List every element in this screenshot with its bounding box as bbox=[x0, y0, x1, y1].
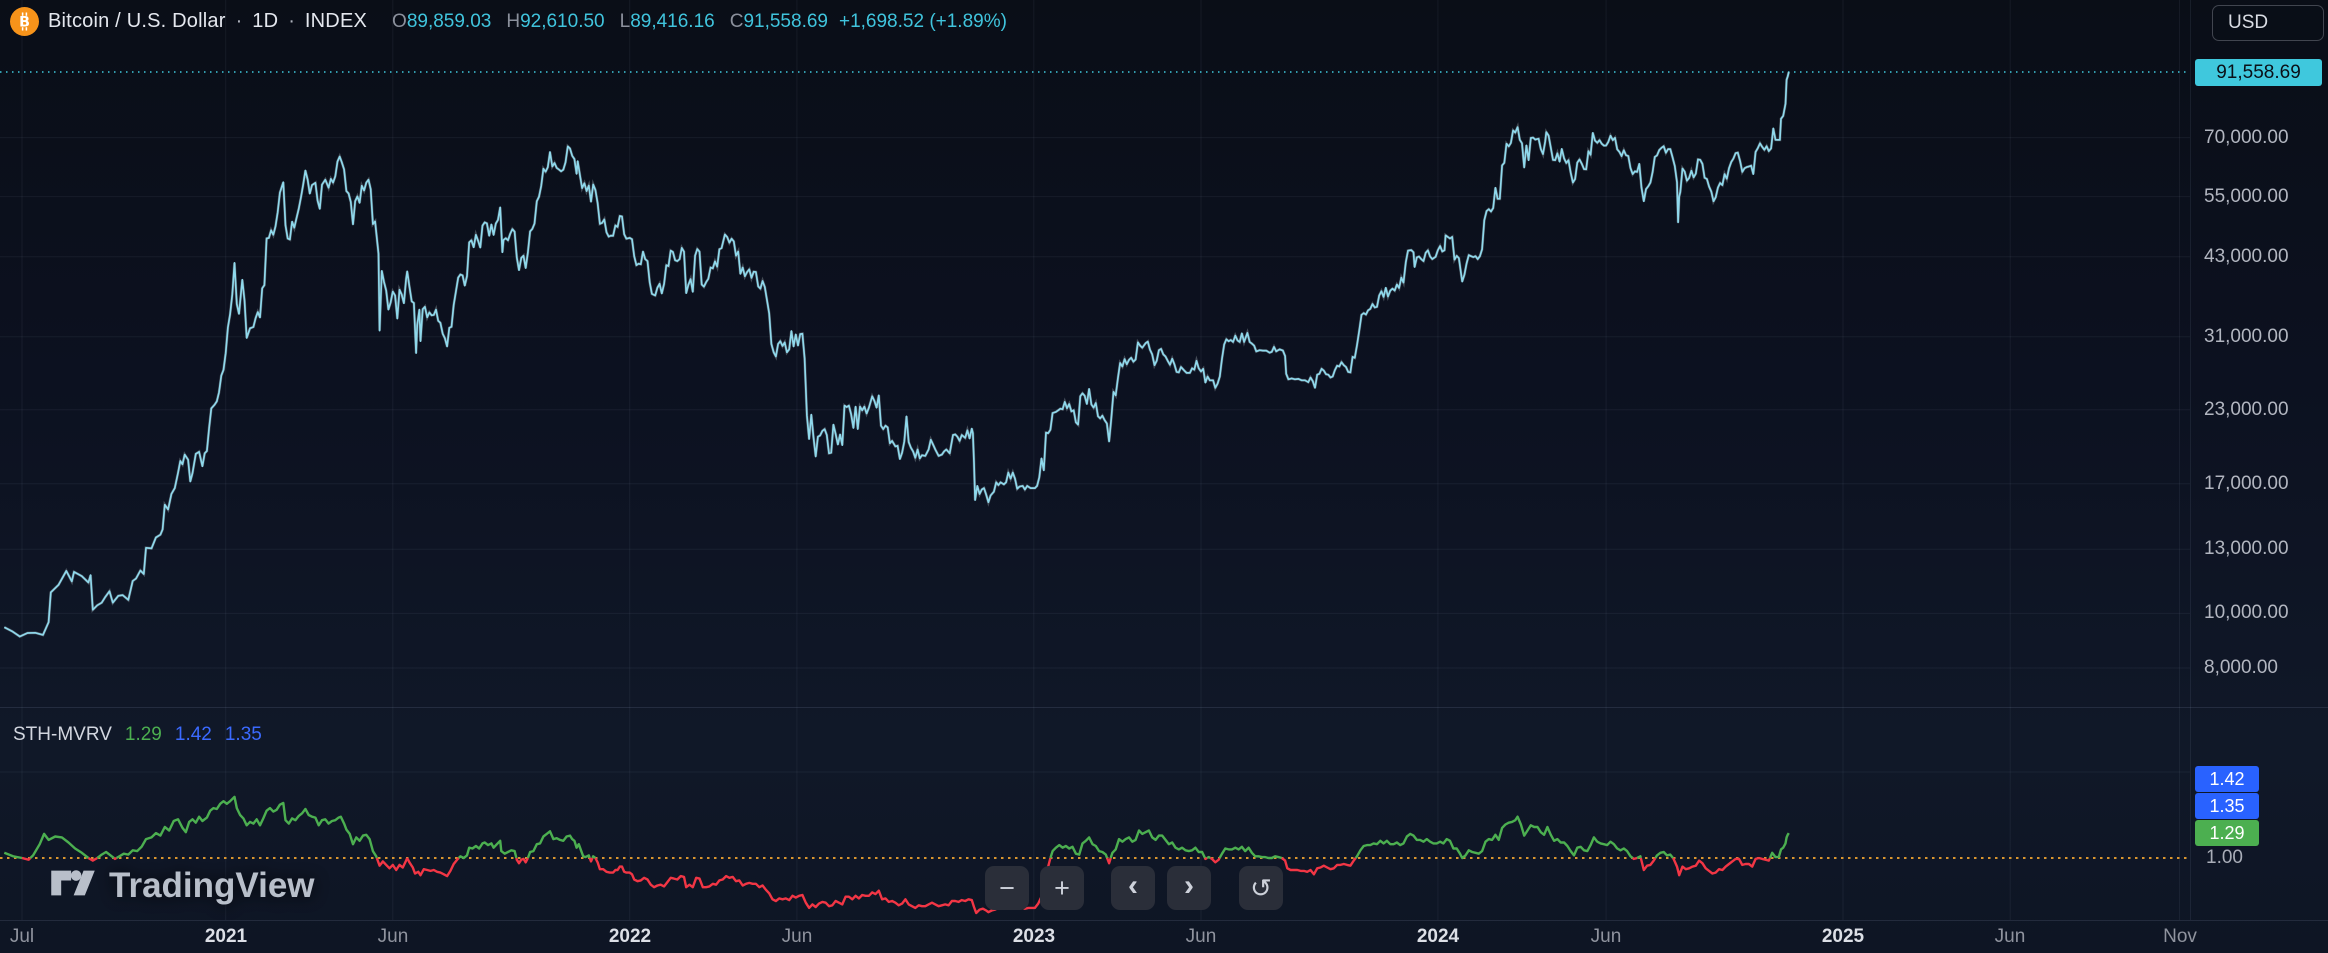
scroll-right-icon: › bbox=[1184, 869, 1194, 902]
time-axis-label[interactable]: Jun bbox=[1590, 926, 1622, 947]
price-axis-label[interactable]: 10,000.00 bbox=[2204, 602, 2289, 623]
indicator-name[interactable]: STH-MVRV bbox=[13, 724, 112, 745]
separator-dot: · bbox=[288, 10, 295, 32]
symbol-legend[interactable]: B Bitcoin / U.S. Dollar · 1D · INDEX O89… bbox=[10, 7, 1007, 36]
price-axis-label[interactable]: 70,000.00 bbox=[2204, 127, 2289, 148]
last-price-badge: 91,558.69 bbox=[2195, 59, 2322, 86]
currency-unit-button[interactable]: USD bbox=[2212, 5, 2324, 41]
time-axis-label[interactable]: 2024 bbox=[1416, 926, 1460, 947]
scroll-right-button[interactable]: › bbox=[1167, 866, 1211, 910]
mvrv-line-below-1 bbox=[515, 857, 529, 865]
mvrv-line-above-1 bbox=[115, 795, 378, 860]
mvrv-line-above-1 bbox=[1354, 815, 1634, 860]
mvrv-line-below-1 bbox=[1639, 857, 1657, 872]
mvrv-line-below-1 bbox=[1758, 856, 1772, 862]
scroll-left-button[interactable]: ‹ bbox=[1111, 866, 1155, 910]
mvrv-line-below-1 bbox=[1209, 856, 1221, 864]
indicator-value-current: 1.29 bbox=[124, 724, 162, 745]
mvrv-line-above-1 bbox=[1206, 855, 1211, 860]
ohlc-values: O89,859.03 H92,610.50 L89,416.16 C91,558… bbox=[392, 11, 828, 33]
time-axis-label[interactable]: 2023 bbox=[1012, 926, 1056, 947]
price-line bbox=[3, 71, 1790, 638]
time-axis-label[interactable]: Jun bbox=[1185, 926, 1217, 947]
mvrv-line-above-1 bbox=[457, 839, 518, 860]
tradingview-watermark: TradingView bbox=[50, 862, 315, 909]
svg-text:B: B bbox=[19, 15, 30, 31]
price-axis-label[interactable]: 8,000.00 bbox=[2204, 657, 2278, 678]
mvrv-line-below-1 bbox=[588, 857, 594, 863]
zoom-in-icon: + bbox=[1054, 872, 1070, 903]
mvrv-line-below-1 bbox=[21, 856, 32, 861]
time-axis-label[interactable]: Jul bbox=[9, 926, 35, 947]
indicator-legend[interactable]: STH-MVRV 1.29 1.42 1.35 bbox=[13, 724, 262, 746]
separator-dot: · bbox=[235, 10, 243, 32]
indicator-value-badge: 1.42 bbox=[2195, 766, 2259, 792]
time-axis-label[interactable]: 2022 bbox=[608, 926, 652, 947]
tradingview-watermark-text: TradingView bbox=[109, 865, 315, 905]
indicator-value-badge: 1.35 bbox=[2195, 793, 2259, 819]
symbol-interval[interactable]: 1D bbox=[252, 10, 279, 32]
mvrv-line-below-1 bbox=[1631, 856, 1638, 861]
zoom-out-button[interactable]: − bbox=[985, 866, 1029, 910]
low-value: L89,416.16 bbox=[619, 10, 715, 32]
indicator-value-band-lower: 1.35 bbox=[224, 724, 262, 745]
mvrv-line-above-1 bbox=[526, 830, 591, 859]
mvrv-line-below-1 bbox=[1203, 856, 1208, 861]
high-value: H92,610.50 bbox=[506, 10, 605, 32]
indicator-value-badge: 1.29 bbox=[2195, 820, 2259, 846]
time-axis-label[interactable]: Jun bbox=[377, 926, 409, 947]
zoom-in-button[interactable]: + bbox=[1040, 866, 1084, 910]
reset-chart-icon: ↺ bbox=[1250, 873, 1272, 903]
price-axis-label[interactable]: 55,000.00 bbox=[2204, 186, 2289, 207]
bitcoin-icon: B bbox=[10, 7, 39, 36]
price-line-glow bbox=[3, 71, 1791, 639]
indicator-level-label[interactable]: 1.00 bbox=[2206, 847, 2243, 868]
change-value: +1,698.52 (+1.89%) bbox=[838, 10, 1007, 32]
close-value: C91,558.69 bbox=[729, 10, 828, 32]
time-axis-label[interactable]: Nov bbox=[2163, 926, 2197, 947]
price-axis-label[interactable]: 17,000.00 bbox=[2204, 473, 2289, 494]
open-value: O89,859.03 bbox=[392, 10, 492, 32]
mvrv-line-above-1 bbox=[1636, 855, 1642, 860]
mvrv-line-below-1 bbox=[1105, 857, 1112, 865]
mvrv-line-below-1 bbox=[406, 857, 460, 878]
mvrv-line-above-1 bbox=[29, 832, 90, 859]
price-axis-label[interactable]: 43,000.00 bbox=[2204, 246, 2289, 267]
time-axis-label[interactable]: 2025 bbox=[1821, 926, 1865, 947]
mvrv-line-above-1 bbox=[1768, 832, 1790, 859]
price-axis-label[interactable]: 13,000.00 bbox=[2204, 538, 2289, 559]
symbol-market: INDEX bbox=[304, 10, 368, 32]
mvrv-line-above-1 bbox=[96, 850, 115, 859]
reset-chart-button[interactable]: ↺ bbox=[1239, 866, 1283, 910]
mvrv-line-above-1 bbox=[1654, 850, 1674, 859]
time-axis-label[interactable]: 2021 bbox=[204, 926, 248, 947]
scroll-left-icon: ‹ bbox=[1128, 869, 1138, 902]
mvrv-line-above-1 bbox=[1218, 845, 1283, 860]
mvrv-line-below-1 bbox=[375, 857, 409, 872]
tradingview-logo-icon bbox=[50, 862, 96, 909]
price-axis-label[interactable]: 31,000.00 bbox=[2204, 326, 2289, 347]
mvrv-line-above-1 bbox=[3, 851, 23, 860]
mvrv-line-below-1 bbox=[1281, 857, 1357, 876]
mvrv-line-below-1 bbox=[594, 857, 1052, 915]
symbol-title: Bitcoin / U.S. Dollar bbox=[48, 10, 226, 32]
indicator-value-band-upper: 1.42 bbox=[174, 724, 212, 745]
mvrv-line-above-1 bbox=[1109, 829, 1207, 859]
mvrv-line-below-1 bbox=[87, 856, 98, 862]
price-axis-label[interactable]: 23,000.00 bbox=[2204, 399, 2289, 420]
mvrv-line-below-1 bbox=[113, 856, 118, 861]
mvrv-line-below-1 bbox=[1672, 856, 1760, 877]
time-axis-label[interactable]: Jun bbox=[1994, 926, 2026, 947]
time-axis-label[interactable]: Jun bbox=[781, 926, 813, 947]
mvrv-line-above-1 bbox=[1049, 836, 1109, 859]
chart-navigation-controls: − + ‹ › ↺ bbox=[985, 866, 1283, 910]
mvrv-line-above-1 bbox=[591, 855, 597, 859]
zoom-out-icon: − bbox=[999, 872, 1015, 903]
